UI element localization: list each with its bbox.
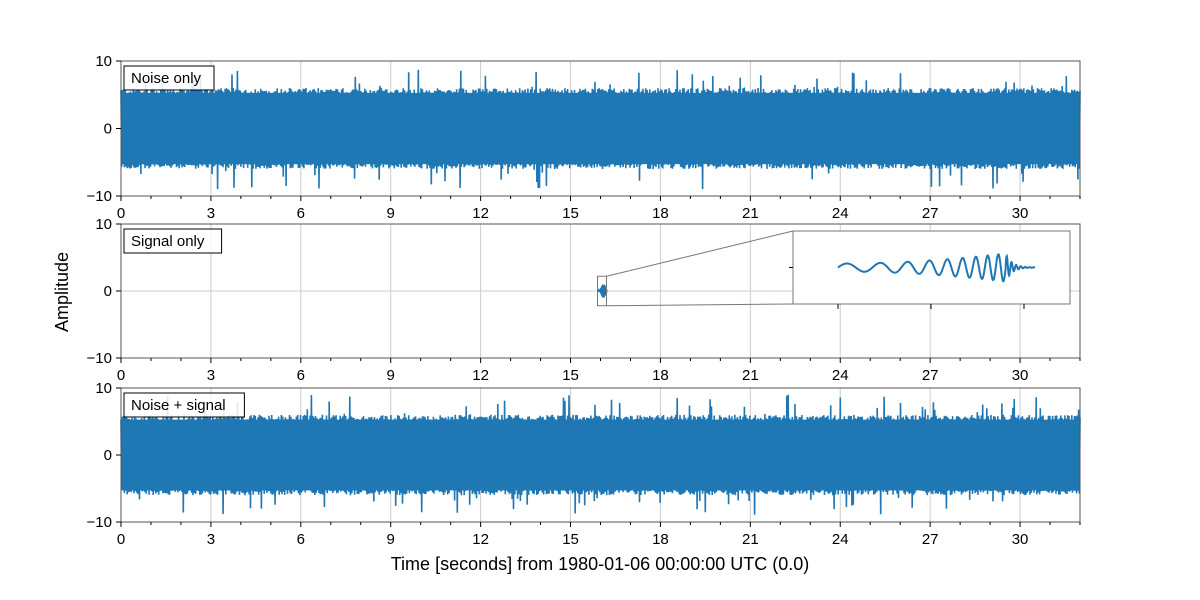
series-line xyxy=(597,284,608,298)
x-tick-label: 9 xyxy=(387,367,395,384)
inset-series-line xyxy=(837,253,1036,283)
panel-label-box xyxy=(123,228,223,254)
x-tick-label: 15 xyxy=(562,205,579,222)
inset-zoom xyxy=(606,230,1071,309)
panel-label: Signal only xyxy=(131,233,205,250)
y-tick-label: −10 xyxy=(87,350,112,367)
x-tick-label: 0 xyxy=(117,367,125,384)
x-tick-label: 30 xyxy=(1012,367,1029,384)
x-tick-label: 24 xyxy=(832,367,849,384)
x-tick-label: 21 xyxy=(742,367,759,384)
x-tick-label: 12 xyxy=(472,531,489,548)
x-tick-label: 21 xyxy=(742,205,759,222)
panel-label: Noise + signal xyxy=(131,397,226,414)
panel-label-box xyxy=(123,65,215,91)
inset-connector xyxy=(606,230,794,277)
x-tick-label: 30 xyxy=(1012,205,1029,222)
panel-noise: 0 3 6 9 12 15 18 21 24 27 30 −10 0 10 Noise only xyxy=(87,53,1081,222)
x-tick-label: 18 xyxy=(652,205,669,222)
x-tick-label: 30 xyxy=(1012,531,1029,548)
x-tick-label: 12 xyxy=(472,367,489,384)
y-tick-label: −10 xyxy=(87,188,112,205)
x-tick-label: 21 xyxy=(742,531,759,548)
y-axis-label: Amplitude xyxy=(52,252,72,332)
y-tick-label: 10 xyxy=(95,216,112,233)
x-tick-label: 15 xyxy=(562,531,579,548)
x-tick-label: 3 xyxy=(207,531,215,548)
y-tick-label: 0 xyxy=(104,121,112,138)
y-tick-label: 10 xyxy=(95,380,112,397)
panel-signal: 0 3 6 9 12 15 18 21 24 27 30 −10 0 10 Signal only xyxy=(87,216,1081,384)
x-axis-label: Time [seconds] from 1980-01-06 00:00:00 … xyxy=(391,554,810,574)
x-tick-label: 12 xyxy=(472,205,489,222)
y-tick-label: 10 xyxy=(95,53,112,70)
x-tick-label: 24 xyxy=(832,205,849,222)
panel-label-box xyxy=(123,392,245,418)
x-tick-label: 9 xyxy=(387,205,395,222)
zoom-region-box xyxy=(597,275,607,307)
x-tick-label: 27 xyxy=(922,531,939,548)
x-tick-label: 6 xyxy=(297,205,305,222)
x-tick-label: 3 xyxy=(207,205,215,222)
x-tick-label: 3 xyxy=(207,367,215,384)
x-tick-label: 0 xyxy=(117,205,125,222)
x-tick-label: 6 xyxy=(297,531,305,548)
x-tick-label: 15 xyxy=(562,367,579,384)
panel-combined: 0 3 6 9 12 15 18 21 24 27 30 −10 0 10 Noise + signal xyxy=(87,380,1081,548)
x-tick-label: 6 xyxy=(297,367,305,384)
panel-label: Noise only xyxy=(131,70,202,87)
x-tick-label: 24 xyxy=(832,531,849,548)
x-tick-label: 27 xyxy=(922,367,939,384)
x-tick-label: 27 xyxy=(922,205,939,222)
x-tick-label: 18 xyxy=(652,367,669,384)
y-tick-label: 0 xyxy=(104,447,112,464)
inset-connector xyxy=(606,303,794,307)
x-tick-label: 0 xyxy=(117,531,125,548)
x-tick-label: 9 xyxy=(387,531,395,548)
series-band xyxy=(121,92,1080,165)
y-tick-label: −10 xyxy=(87,514,112,531)
y-tick-label: 0 xyxy=(104,283,112,300)
x-tick-label: 18 xyxy=(652,531,669,548)
series-band xyxy=(121,419,1080,491)
